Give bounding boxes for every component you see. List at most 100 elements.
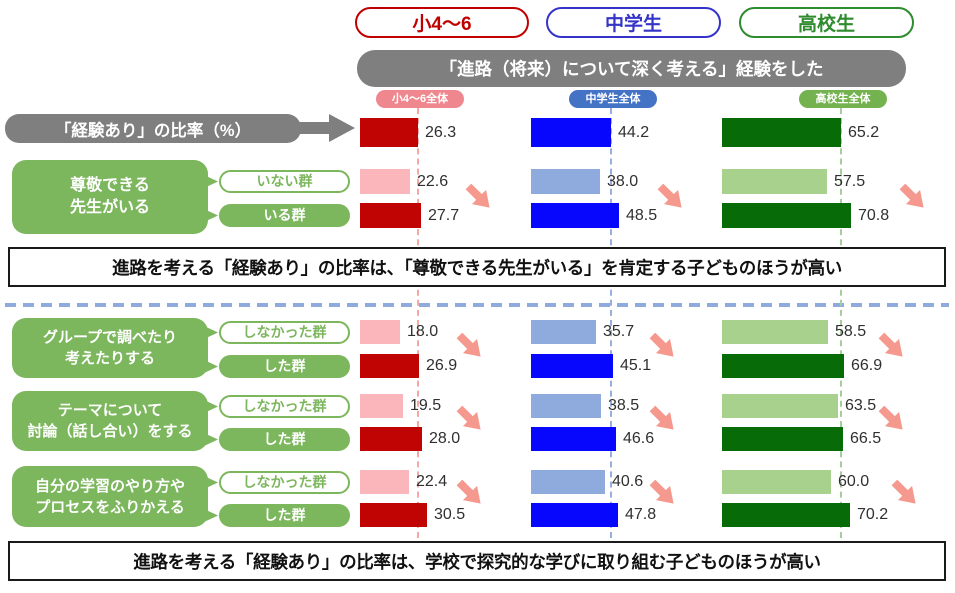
trend-arrow-icon [645, 328, 682, 365]
bar-value: 40.6 [612, 473, 644, 490]
group-tab-label: 中学生 [604, 14, 662, 35]
overall-tag: 中学生全体 [569, 90, 657, 108]
category-box-line: テーマについて [57, 402, 163, 419]
category-box-line: 尊敬できる [70, 176, 150, 194]
group-tab-elementary: 小4〜6 [355, 7, 529, 38]
connector-arrow-icon [204, 432, 218, 446]
trend-arrow-icon [895, 179, 932, 216]
bar-value: 65.2 [848, 123, 880, 141]
bar-light [360, 320, 400, 344]
connector-arrow-icon [204, 175, 218, 188]
connector-arrow-icon [204, 359, 218, 373]
trend-arrow-icon [452, 475, 489, 512]
bar-light [722, 169, 827, 194]
bar-light [722, 320, 828, 344]
bar-dark [722, 118, 841, 147]
bar-value: 19.5 [410, 397, 442, 414]
group-tab-high-school: 高校生 [739, 7, 914, 38]
category-box-line: 討論（話し合い）をする [27, 423, 193, 440]
bar-dark [722, 354, 844, 378]
category-box: テーマについて討論（話し合い）をする [12, 391, 208, 451]
bar-value: 60.0 [838, 473, 870, 490]
bar-dark [360, 354, 419, 378]
bar-value: 47.8 [625, 506, 657, 523]
bar-value: 38.0 [607, 172, 639, 190]
category-box-line: グループで調べたり [42, 329, 178, 346]
experience-title-banner: 「進路（将来）について深く考える」経験をした [357, 50, 906, 87]
trend-arrow-icon [653, 179, 690, 216]
group-tab-junior-high: 中学生 [546, 7, 721, 38]
summary-banner-respect-teacher: 進路を考える「経験あり」の比率は、「尊敬できる先生がいる」を肯定する子どものほう… [8, 247, 946, 287]
bar-value: 22.4 [416, 473, 448, 490]
bar-value: 22.6 [417, 172, 449, 190]
category-box: 尊敬できる先生がいる [12, 160, 208, 234]
trend-arrow-icon [887, 475, 924, 512]
category-box-line: プロセスをふりかえる [35, 498, 185, 516]
bar-light [531, 394, 601, 418]
category-box-line: 自分の学習のやり方や [34, 477, 185, 495]
group-pill-outline: しなかった群 [219, 470, 350, 494]
overall-tag: 高校生全体 [799, 90, 887, 108]
connector-arrow-icon [204, 399, 218, 413]
bar-dark [360, 503, 427, 527]
group-pill-outline: いない群 [219, 170, 350, 193]
bar-dark [531, 503, 618, 527]
summary-banner-inquiry-learning: 進路を考える「経験あり」の比率は、学校で探究的な学びに取り組む子どものほうが高い [8, 541, 946, 581]
group-pill-outline: しなかった群 [219, 320, 350, 344]
bar-dark [722, 427, 843, 451]
reference-line [610, 108, 612, 538]
connector-arrow-icon [204, 209, 218, 222]
group-pill-filled: いる群 [219, 204, 350, 227]
category-box: グループで調べたり 考えたりする [12, 318, 208, 378]
bar-value: 35.7 [603, 323, 635, 340]
rate-label-box: 「経験あり」の比率（%） [5, 114, 301, 143]
trend-arrow-icon [645, 401, 682, 438]
reference-line [417, 108, 419, 538]
trend-arrow-icon [452, 401, 489, 438]
bar-dark [531, 203, 619, 228]
connector-arrow-icon [204, 325, 218, 339]
bar-dark [531, 354, 613, 378]
bar-dark [722, 203, 851, 228]
connector-arrow-icon [204, 508, 218, 522]
bar-light [360, 394, 403, 418]
group-tab-label: 高校生 [797, 14, 855, 35]
bar-value: 63.5 [845, 397, 877, 414]
trend-arrow-icon [461, 179, 498, 216]
reference-line [840, 108, 842, 538]
bar-dark [360, 427, 422, 451]
bar-value: 48.5 [626, 206, 658, 224]
bar-light [531, 169, 600, 194]
category-box-line: 考えたりする [64, 350, 155, 367]
bar-light [722, 394, 838, 418]
bar-dark [360, 118, 418, 147]
overall-tag: 小4〜6全体 [376, 90, 464, 108]
bar-value: 26.3 [425, 123, 457, 141]
bar-value: 30.5 [434, 506, 466, 523]
bar-value: 46.6 [623, 430, 655, 447]
bar-value: 26.9 [426, 357, 458, 374]
trend-arrow-icon [874, 328, 911, 365]
bar-value: 57.5 [834, 172, 866, 190]
bar-dark [531, 427, 616, 451]
bar-light [360, 470, 409, 494]
connector-arrow-icon [204, 475, 218, 489]
section-divider [5, 303, 949, 307]
trend-arrow-icon [452, 328, 489, 365]
bar-value: 28.0 [429, 430, 461, 447]
category-box-line: 先生がいる [69, 199, 150, 216]
right-arrow-icon [299, 114, 355, 142]
bar-value: 66.5 [850, 430, 882, 447]
bar-value: 38.5 [608, 397, 640, 414]
bar-value: 66.9 [851, 357, 883, 374]
bar-dark [722, 503, 850, 527]
bar-value: 70.2 [857, 506, 889, 523]
bar-value: 44.2 [618, 123, 650, 141]
bar-light [360, 169, 410, 194]
bar-dark [531, 118, 611, 147]
group-pill-filled: した群 [219, 354, 350, 378]
bar-value: 58.5 [835, 323, 867, 340]
bar-value: 45.1 [620, 357, 652, 374]
bar-light [722, 470, 831, 494]
